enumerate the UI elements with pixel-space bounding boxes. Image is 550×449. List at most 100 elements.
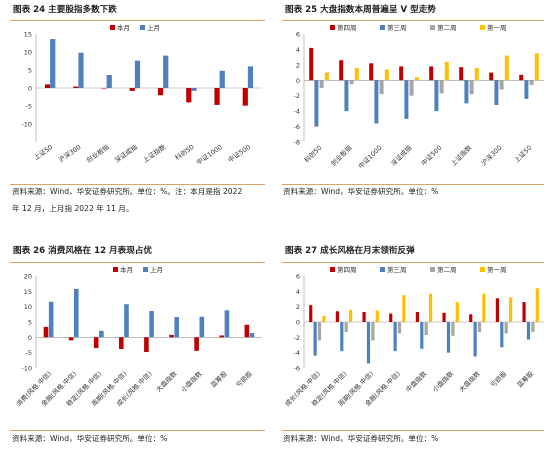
x-tick-label: 中证1000	[194, 142, 223, 166]
y-tick-label: 10	[24, 303, 32, 311]
bar-本月-消费(风格.中信)	[43, 326, 49, 338]
bar-第二周-周期(风格.中信)	[371, 322, 375, 341]
bar-上月-沪深300	[78, 52, 84, 88]
y-tick-label: 0	[28, 334, 32, 342]
fig27-source-rule	[282, 430, 544, 431]
bar-上月-创业板指	[106, 75, 112, 88]
bar-第四周-成长(风格.中信)	[309, 305, 313, 322]
bar-第二周-上证指数	[469, 80, 474, 95]
y-tick-label: 6	[296, 273, 300, 281]
y-tick-label: -5	[26, 103, 32, 111]
bar-本月-中证500	[242, 88, 248, 106]
bar-第二周-上证50	[529, 80, 534, 85]
bar-上月-中证500	[247, 66, 254, 88]
bar-本月-科创50	[186, 88, 192, 103]
legend-label: 本月	[120, 265, 133, 274]
bar-上月-上证指数	[163, 55, 169, 88]
bar-第四周-创业板指	[339, 60, 344, 81]
bar-第三周-沪深300	[494, 80, 499, 105]
bar-第一周-亏损股	[509, 297, 513, 322]
bar-第二周-亏损股	[504, 322, 508, 334]
bar-第四周-蓝筹股	[522, 302, 526, 322]
fig27-source: 资料来源：Wind，华安证券研究所。单位：%	[283, 434, 439, 443]
x-tick-label: 上证指数	[449, 143, 474, 168]
bar-本月-中证1000	[214, 88, 220, 105]
bar-第一周-稳定(风格.中信)	[349, 309, 353, 322]
bar-上月-大盘指数	[174, 317, 180, 338]
bar-本月-亏损股	[244, 324, 250, 338]
x-tick-label: 大盘指数	[154, 369, 179, 394]
bar-本月-沪深300	[73, 86, 79, 88]
bar-第三周-蓝筹股	[526, 322, 531, 340]
bar-第四周-金融(风格.中信)	[389, 313, 393, 322]
x-tick-label: 中证500	[226, 142, 252, 164]
bar-第四周-上证50	[519, 74, 524, 81]
legend-swatch-第四周	[330, 25, 335, 30]
bar-本月-周期(风格.中信)	[118, 337, 124, 349]
x-tick-label: 深证成指	[389, 143, 414, 168]
bar-第二周-科创50	[319, 80, 324, 88]
x-tick-label: 中证1000	[356, 143, 383, 170]
legend-swatch-第二周	[430, 267, 435, 272]
fig24-source-rule	[10, 184, 265, 185]
bar-第三周-大盘指数	[473, 322, 477, 357]
x-tick-label: 大盘指数	[457, 369, 482, 394]
bar-第三周-中证500	[434, 80, 439, 112]
bar-第四周-小盘指数	[442, 312, 446, 322]
bar-第三周-亏损股	[500, 322, 504, 348]
bar-本月-深证成指	[129, 88, 135, 91]
y-tick-label: 0	[28, 85, 32, 93]
bar-第四周-深证成指	[399, 66, 404, 81]
fig24-chart: 本月 上月 -10 -5 0 5 10 15 上证50 沪深300 创业板指 深证成指 上证指数 科创50…	[21, 23, 262, 167]
fig24-source: 资料来源：Wind，华安证券研究所。单位：%。注：本月是指 2022	[12, 187, 243, 196]
fig26-title-rule	[10, 262, 265, 263]
legend-swatch-第一周	[480, 267, 485, 272]
y-tick-label: -6	[294, 365, 300, 373]
bar-第一周-小盘指数	[455, 302, 459, 322]
bar-第四周-沪深300	[489, 72, 494, 81]
bar-上月-深证成指	[134, 60, 141, 88]
fig26-chart: 本月 上月-10-505101520消费(风格.中信)金融(风格.中信)稳定(风格…	[14, 265, 262, 408]
legend-label: 第三周	[387, 23, 407, 32]
bar-第四周-稳定(风格.中信)	[335, 311, 339, 322]
bar-第四周-周期(风格.中信)	[362, 312, 366, 322]
fig26-title: 图表 26 消费风格在 12 月表现占优	[13, 246, 153, 256]
bar-第一周-中盘指数	[429, 293, 433, 322]
bar-第三周-金融(风格.中信)	[393, 322, 397, 352]
bar-第三周-上证50	[524, 80, 529, 99]
x-tick-label: 蓝筹股	[209, 369, 230, 390]
legend-label: 第四周	[337, 265, 357, 274]
bar-第二周-成长(风格.中信)	[317, 322, 322, 341]
bar-本月-蓝筹股	[219, 335, 225, 338]
bar-第三周-深证成指	[404, 80, 409, 119]
x-tick-label: 中盘指数	[404, 369, 429, 394]
y-tick-label: -4	[294, 349, 300, 357]
y-tick-label: -4	[294, 108, 300, 116]
bar-本月-金融(风格.中信)	[68, 337, 74, 341]
bar-第一周-深证成指	[414, 77, 419, 81]
y-tick-label: -6	[294, 123, 300, 131]
y-tick-label: 5	[28, 67, 32, 75]
legend-label: 第三周	[387, 265, 407, 274]
bar-第四周-上证指数	[459, 67, 464, 81]
y-tick-label: -2	[294, 92, 300, 100]
x-tick-label: 深证成指	[113, 142, 140, 165]
bar-第三周-科创50	[314, 80, 319, 127]
y-tick-label: 4	[296, 288, 300, 296]
bar-上月-小盘指数	[199, 316, 205, 338]
bar-第二周-蓝筹股	[531, 322, 535, 332]
fig25-source-rule	[282, 184, 544, 185]
fig27-title-rule	[282, 262, 544, 263]
bar-上月-亏损股	[249, 333, 255, 338]
y-tick-label: -10	[21, 121, 32, 129]
legend-swatch-第二周	[430, 25, 435, 30]
bar-上月-上证50	[50, 39, 56, 88]
legend-label: 第二周	[437, 23, 457, 32]
bar-本月-上证50	[44, 84, 51, 88]
x-tick-label: 亏损股	[488, 369, 509, 390]
bar-第二周-小盘指数	[451, 322, 455, 336]
bar-第三周-创业板指	[344, 80, 349, 112]
legend-label: 上月	[150, 265, 163, 274]
bar-第三周-成长(风格.中信)	[313, 322, 317, 356]
bar-上月-稳定(风格.中信)	[99, 330, 104, 338]
